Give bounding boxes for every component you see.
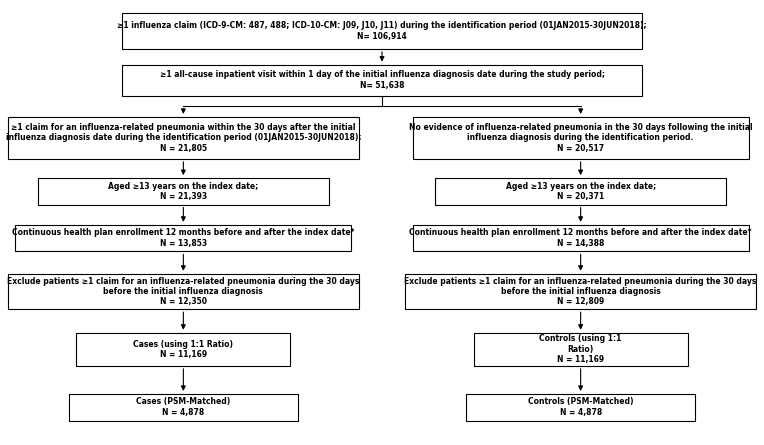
Text: Exclude patients ≥1 claim for an influenza-related pneumonia during the 30 days
: Exclude patients ≥1 claim for an influen… [7,277,360,306]
Text: ≥1 claim for an influenza-related pneumonia within the 30 days after the initial: ≥1 claim for an influenza-related pneumo… [5,123,361,153]
Text: Exclude patients ≥1 claim for an influenza-related pneumonia during the 30 days
: Exclude patients ≥1 claim for an influen… [404,277,757,306]
Text: Cases (using 1:1 Ratio)
N = 11,169: Cases (using 1:1 Ratio) N = 11,169 [134,340,233,359]
Text: Continuous health plan enrollment 12 months before and after the index date*
N =: Continuous health plan enrollment 12 mon… [12,228,354,248]
Text: ≥1 influenza claim (ICD-9-CM: 487, 488; ICD-10-CM: J09, J10, J11) during the ide: ≥1 influenza claim (ICD-9-CM: 487, 488; … [117,21,647,41]
Text: Controls (using 1:1
Ratio)
N = 11,169: Controls (using 1:1 Ratio) N = 11,169 [539,335,622,364]
Text: Continuous health plan enrollment 12 months before and after the index date*
N =: Continuous health plan enrollment 12 mon… [410,228,752,248]
Text: Aged ≥13 years on the index date;
N = 21,393: Aged ≥13 years on the index date; N = 21… [108,182,258,201]
Text: No evidence of influenza-related pneumonia in the 30 days following the initial
: No evidence of influenza-related pneumon… [409,123,753,153]
Text: ≥1 all-cause inpatient visit within 1 day of the initial influenza diagnosis dat: ≥1 all-cause inpatient visit within 1 da… [160,70,604,90]
Text: Controls (PSM-Matched)
N = 4,878: Controls (PSM-Matched) N = 4,878 [528,397,633,417]
Text: Cases (PSM-Matched)
N = 4,878: Cases (PSM-Matched) N = 4,878 [136,397,231,417]
Text: Aged ≥13 years on the index date;
N = 20,371: Aged ≥13 years on the index date; N = 20… [506,182,656,201]
